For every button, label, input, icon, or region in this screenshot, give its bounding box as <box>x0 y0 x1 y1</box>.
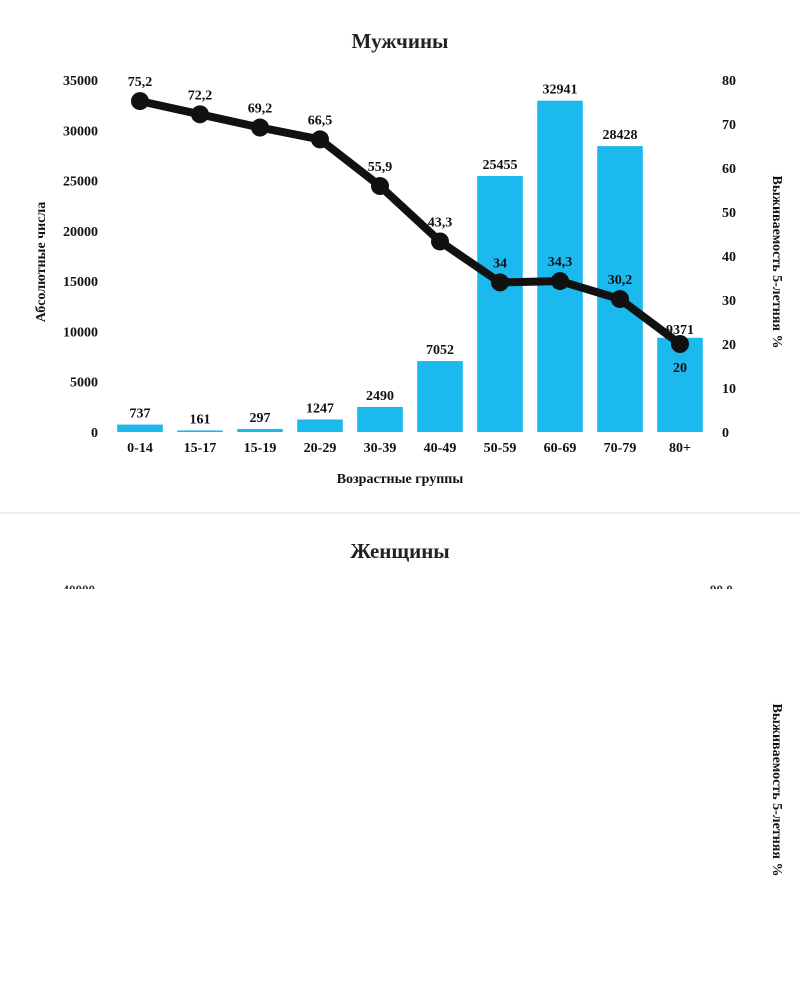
line-value-label: 20 <box>673 361 687 376</box>
x-tick-label: 50-59 <box>484 441 517 456</box>
bar <box>297 419 343 432</box>
y-tick-label: 0 <box>91 426 98 441</box>
bar <box>477 175 523 432</box>
chart-women: Женщины 40000 90,0 Выживаемость 5-летняя… <box>0 539 800 989</box>
x-tick-label: 15-17 <box>184 441 217 456</box>
y-axis-right-label: Выживаемость 5-летняя % <box>769 176 784 349</box>
y-tick-label: 25000 <box>63 175 98 190</box>
line-point <box>311 130 329 149</box>
y2-tick-label: 30 <box>722 294 736 309</box>
bar <box>177 430 223 432</box>
line-value-label: 69,2 <box>248 102 273 117</box>
line-point <box>431 232 449 251</box>
x-tick-label: 80+ <box>669 441 691 456</box>
y2-tick-label: 60 <box>722 162 736 177</box>
y2-tick-label: 70 <box>722 118 736 133</box>
bar <box>117 424 163 432</box>
line-point <box>251 118 269 137</box>
x-axis-ticks: 0-14 15-17 15-19 20-29 30-39 40-49 50-59 60-69 7… <box>127 441 691 456</box>
x-tick-label: 15-19 <box>244 441 277 456</box>
line-value-label: 66,5 <box>308 113 333 128</box>
bar <box>597 146 643 433</box>
bar <box>357 406 403 432</box>
bar-value-label: 28428 <box>603 128 638 143</box>
bar-series <box>117 100 703 433</box>
line-data-labels: 75,2 72,2 69,2 66,5 55,9 43,3 34 34,3 30,2 20 <box>128 75 687 376</box>
line-value-label: 55,9 <box>368 160 393 175</box>
chart-title: Женщины <box>350 539 449 563</box>
line-point <box>131 92 149 111</box>
x-tick-label: 40-49 <box>424 441 457 456</box>
x-tick-label: 30-39 <box>364 441 397 456</box>
line-value-label: 72,2 <box>188 88 213 103</box>
line-value-label: 75,2 <box>128 75 153 90</box>
bar <box>237 429 283 432</box>
line-value-label: 34 <box>493 256 507 271</box>
bar <box>417 361 463 432</box>
y-tick-label: 15000 <box>63 275 98 290</box>
y-tick-label: 30000 <box>63 124 98 139</box>
x-tick-label: 0-14 <box>127 441 153 456</box>
line-series <box>131 92 689 353</box>
line-point <box>611 290 629 309</box>
y-axis-left-ticks: 0 5000 10000 15000 20000 25000 30000 35000 <box>63 74 98 441</box>
y-axis-left-label: Абсолютные числа <box>34 202 49 322</box>
chart-title: Мужчины <box>352 29 449 53</box>
bar-value-label: 737 <box>130 407 151 422</box>
line-point <box>191 105 209 124</box>
bar-value-label: 161 <box>190 412 211 427</box>
bar <box>537 100 583 433</box>
y2-tick-label: 50 <box>722 206 736 221</box>
line-value-label: 43,3 <box>428 215 453 230</box>
bar-value-label: 25455 <box>483 158 518 173</box>
line-point <box>371 177 389 196</box>
y2-tick-label: 20 <box>722 338 736 353</box>
x-axis-label: Возрастные группы <box>337 472 464 487</box>
bar-value-label: 7052 <box>426 343 454 358</box>
line-value-label: 30,2 <box>608 273 633 288</box>
bar-value-label: 1247 <box>306 401 334 416</box>
bar-value-label: 297 <box>250 411 271 426</box>
survival-line <box>139 97 683 348</box>
x-tick-label: 60-69 <box>544 441 577 456</box>
y-tick-label: 20000 <box>63 225 98 240</box>
x-tick-label: 20-29 <box>304 441 337 456</box>
y2-tick-label: 10 <box>722 382 736 397</box>
y-tick-label: 10000 <box>63 325 98 340</box>
chart-men: Мужчины 737 161 297 1247 2490 7052 25455 32941 2… <box>34 29 784 487</box>
cropped-area <box>0 589 800 989</box>
bar-value-label: 32941 <box>543 83 578 98</box>
line-point <box>551 272 569 291</box>
y-axis-right-ticks: 0 10 20 30 40 50 60 70 80 <box>722 74 736 441</box>
y2-tick-label: 40 <box>722 250 736 265</box>
line-value-label: 34,3 <box>548 255 573 270</box>
y-tick-label: 35000 <box>63 74 98 89</box>
line-point <box>491 273 509 292</box>
bar-value-label: 2490 <box>366 389 394 404</box>
y-axis-right-label: Выживаемость 5-летняя % <box>769 704 784 877</box>
x-tick-label: 70-79 <box>604 441 637 456</box>
line-point <box>671 335 689 353</box>
bar <box>657 337 703 432</box>
y2-tick-label: 0 <box>722 426 729 441</box>
y-tick-label: 5000 <box>70 376 98 391</box>
y2-tick-label: 80 <box>722 74 736 89</box>
